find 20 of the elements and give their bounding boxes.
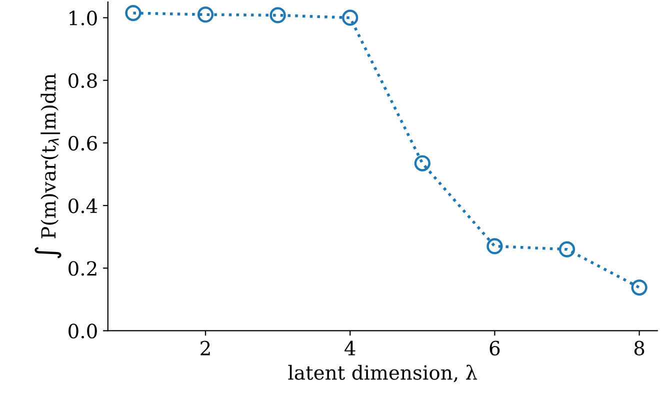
x-axis-title: latent dimension, λ xyxy=(288,364,478,382)
x-tick-label: 8 xyxy=(634,340,644,356)
point xyxy=(125,4,142,22)
y-tick-label: 0.0 xyxy=(68,324,97,338)
y-tick-label: 0.6 xyxy=(68,136,97,151)
y-tick-label: 0.2 xyxy=(68,261,96,276)
y-tick-label: 1.0 xyxy=(70,10,97,26)
point xyxy=(414,155,430,172)
point xyxy=(631,279,648,296)
x-tick-label: 2 xyxy=(200,340,210,356)
x-tick-label: 4 xyxy=(344,340,356,356)
point xyxy=(270,7,286,24)
x-tick-label: 6 xyxy=(490,340,500,356)
point xyxy=(197,6,214,23)
point xyxy=(486,238,503,254)
y-tick-label: 0.4 xyxy=(68,198,98,214)
point xyxy=(342,10,358,26)
y-axis-title: ∫ P(m)var(t$_{λ}$|m)dm xyxy=(34,74,62,258)
point xyxy=(558,241,576,258)
y-tick-label: 0.8 xyxy=(68,73,97,88)
